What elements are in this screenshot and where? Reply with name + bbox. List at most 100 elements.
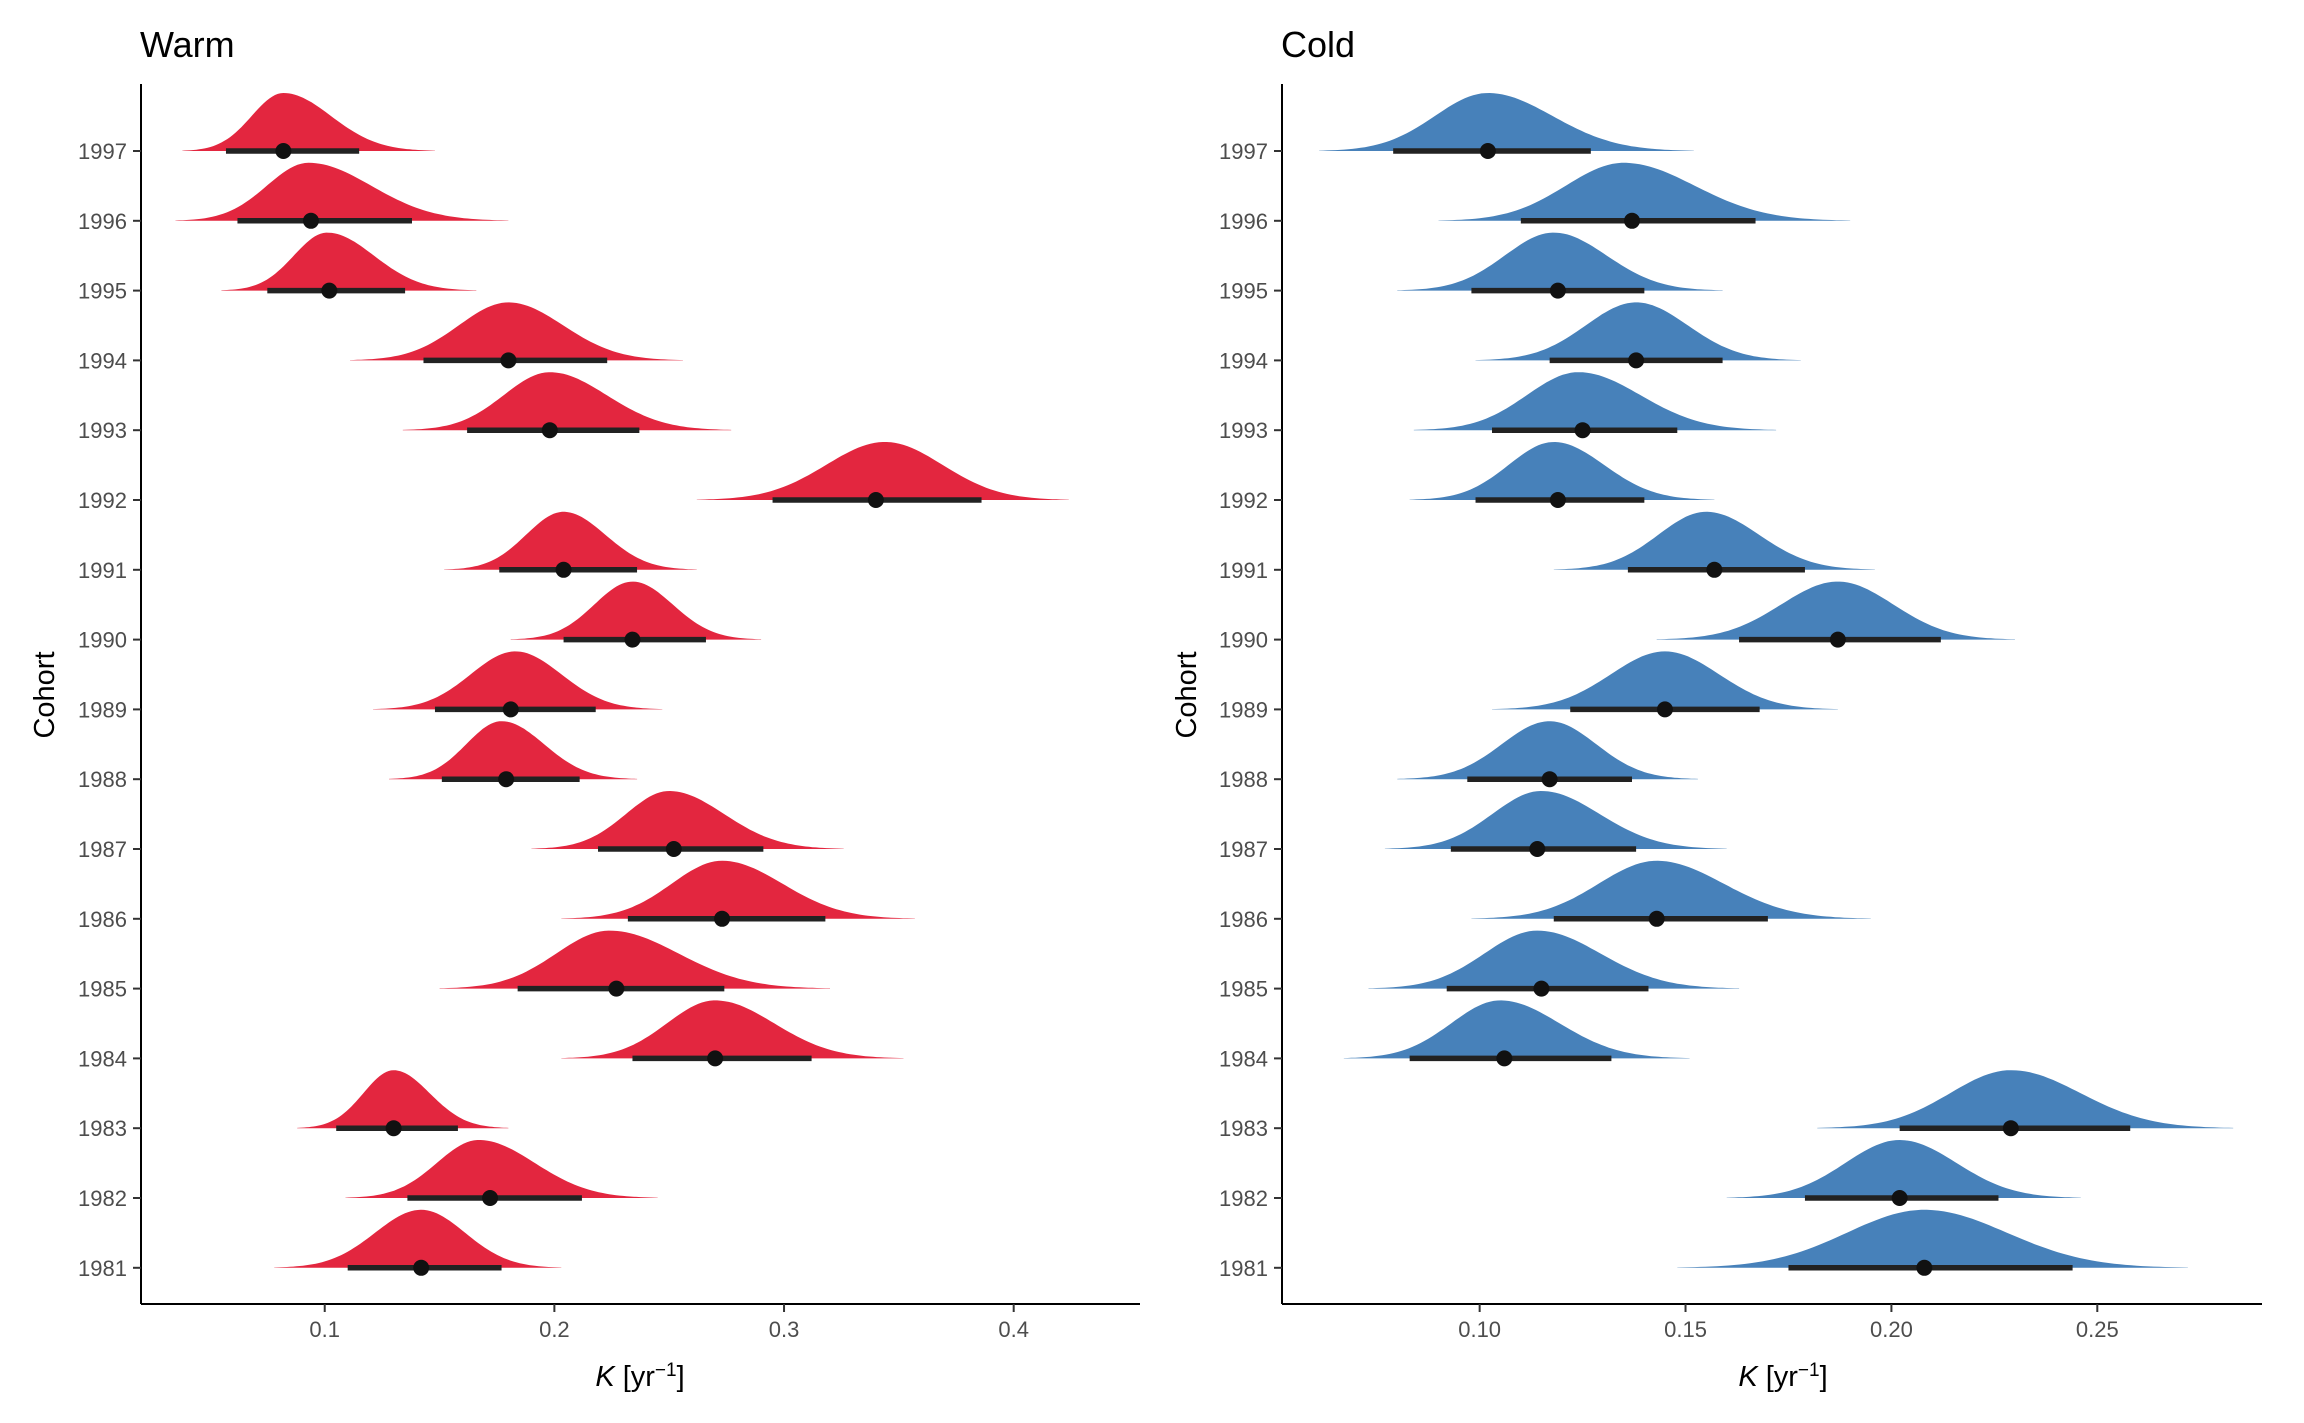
ridge-cold-1989 bbox=[1492, 651, 1838, 710]
median-point-cold-1996 bbox=[1624, 212, 1640, 229]
median-point-cold-1986 bbox=[1648, 910, 1665, 927]
warm-y-tick-label-1988: 1988 bbox=[78, 767, 127, 792]
median-point-cold-1981 bbox=[1916, 1259, 1933, 1276]
ridge-warm-1990 bbox=[510, 581, 762, 640]
median-point-warm-1991 bbox=[555, 561, 572, 578]
median-point-cold-1993 bbox=[1574, 422, 1591, 439]
ridge-warm-1996 bbox=[175, 162, 509, 221]
ridge-cold-1984 bbox=[1343, 1000, 1690, 1059]
cold-y-tick-label-1991: 1991 bbox=[1219, 558, 1268, 583]
cold-x-tick-label-0.25: 0.25 bbox=[2076, 1317, 2119, 1342]
cold-y-tick-label-1987: 1987 bbox=[1219, 837, 1268, 862]
ridge-warm-1981 bbox=[274, 1209, 562, 1268]
warm-y-tick-label-1985: 1985 bbox=[78, 977, 127, 1002]
median-point-warm-1982 bbox=[482, 1190, 499, 1206]
ridge-cold-1997 bbox=[1319, 93, 1694, 151]
median-point-warm-1997 bbox=[275, 143, 292, 159]
cold-y-tick-label-1988: 1988 bbox=[1219, 767, 1268, 792]
cold-y-tick-label-1982: 1982 bbox=[1219, 1186, 1268, 1211]
median-point-warm-1996 bbox=[302, 212, 319, 229]
cold-intervals bbox=[1393, 143, 2131, 1276]
cold-y-tick-label-1990: 1990 bbox=[1219, 628, 1268, 653]
warm-y-tick-label-1992: 1992 bbox=[78, 488, 127, 513]
warm-x-tick-label-0.4: 0.4 bbox=[998, 1317, 1029, 1342]
ridge-warm-1983 bbox=[297, 1070, 509, 1129]
warm-y-tick-label-1987: 1987 bbox=[78, 837, 127, 862]
median-point-cold-1987 bbox=[1529, 841, 1546, 857]
cold-y-axis: 1981 1982 1983 1984 1985 1986 1987 1988 1989 1990… bbox=[1219, 84, 1283, 1304]
warm-y-axis: 1981 1982 1983 1984 1985 1986 1987 1988 1989 1990… bbox=[78, 84, 142, 1304]
median-point-warm-1992 bbox=[867, 492, 884, 508]
ridge-cold-1990 bbox=[1656, 581, 2015, 640]
median-point-cold-1990 bbox=[1829, 631, 1846, 648]
ridge-warm-1993 bbox=[402, 372, 732, 431]
ridge-warm-1986 bbox=[561, 860, 915, 919]
warm-x-tick-label-0.2: 0.2 bbox=[539, 1317, 570, 1342]
warm-y-tick-label-1984: 1984 bbox=[78, 1046, 127, 1071]
median-point-warm-1990 bbox=[624, 631, 641, 648]
ridge-cold-1983 bbox=[1817, 1070, 2234, 1129]
median-point-cold-1984 bbox=[1496, 1050, 1513, 1067]
ridge-cold-1986 bbox=[1471, 860, 1871, 919]
median-point-warm-1988 bbox=[498, 771, 515, 788]
median-point-warm-1983 bbox=[385, 1120, 402, 1137]
ridge-cold-1988 bbox=[1397, 721, 1698, 780]
ridge-cold-1992 bbox=[1409, 442, 1715, 500]
cold-y-tick-label-1993: 1993 bbox=[1219, 418, 1268, 443]
warm-y-tick-label-1982: 1982 bbox=[78, 1186, 127, 1211]
cold-x-tick-label-0.20: 0.20 bbox=[1870, 1317, 1913, 1342]
warm-y-tick-label-1994: 1994 bbox=[78, 348, 127, 373]
median-point-warm-1994 bbox=[500, 352, 517, 369]
warm-y-tick-label-1990: 1990 bbox=[78, 628, 127, 653]
ridge-cold-1993 bbox=[1413, 372, 1777, 431]
warm-ridges bbox=[175, 93, 1069, 1268]
cold-y-tick-label-1989: 1989 bbox=[1219, 697, 1268, 722]
cold-y-tick-label-1984: 1984 bbox=[1219, 1046, 1268, 1071]
warm-y-tick-label-1991: 1991 bbox=[78, 558, 127, 583]
ridge-warm-1987 bbox=[531, 791, 844, 849]
median-point-warm-1981 bbox=[413, 1259, 430, 1276]
ridge-warm-1994 bbox=[350, 302, 683, 361]
warm-y-tick-label-1986: 1986 bbox=[78, 907, 127, 932]
median-point-cold-1992 bbox=[1549, 492, 1566, 508]
cold-y-tick-label-1996: 1996 bbox=[1219, 209, 1268, 234]
ridge-cold-1982 bbox=[1726, 1140, 2081, 1198]
cold-ridges bbox=[1319, 93, 2234, 1268]
cold-y-tick-label-1981: 1981 bbox=[1219, 1256, 1268, 1281]
median-point-cold-1995 bbox=[1549, 282, 1566, 299]
cold-x-axis-title: K [yr−1] bbox=[1738, 1360, 1827, 1394]
median-point-warm-1989 bbox=[502, 701, 519, 718]
median-point-cold-1982 bbox=[1891, 1190, 1908, 1206]
median-point-cold-1991 bbox=[1706, 561, 1723, 578]
warm-y-tick-label-1981: 1981 bbox=[78, 1256, 127, 1281]
cold-y-tick-label-1995: 1995 bbox=[1219, 279, 1268, 304]
cold-y-tick-label-1985: 1985 bbox=[1219, 977, 1268, 1002]
cold-x-tick-label-0.15: 0.15 bbox=[1664, 1317, 1707, 1342]
warm-x-axis: 0.1 0.2 0.3 0.4 bbox=[141, 1303, 1140, 1342]
warm-x-tick-label-0.1: 0.1 bbox=[309, 1317, 340, 1342]
ridge-warm-1992 bbox=[696, 442, 1069, 500]
median-point-cold-1989 bbox=[1656, 701, 1673, 718]
ridge-cold-1994 bbox=[1475, 302, 1801, 361]
cold-y-tick-label-1994: 1994 bbox=[1219, 348, 1268, 373]
cold-y-axis-title: Cohort bbox=[1171, 651, 1203, 738]
cold-x-axis: 0.10 0.15 0.20 0.25 bbox=[1282, 1303, 2262, 1342]
ridge-cold-1985 bbox=[1368, 930, 1740, 989]
ridge-warm-1985 bbox=[439, 930, 830, 989]
panel-cold: Cold 19811982198319841985198619871988198… bbox=[1171, 24, 2262, 1393]
cold-y-tick-label-1986: 1986 bbox=[1219, 907, 1268, 932]
ridge-warm-1991 bbox=[444, 511, 697, 570]
median-point-cold-1997 bbox=[1479, 143, 1496, 159]
ridge-warm-1995 bbox=[221, 232, 477, 291]
warm-y-tick-label-1993: 1993 bbox=[78, 418, 127, 443]
ridge-cold-1996 bbox=[1438, 162, 1851, 221]
ridge-warm-1997 bbox=[182, 93, 435, 151]
ridge-cold-1991 bbox=[1553, 511, 1875, 570]
warm-intervals bbox=[225, 143, 982, 1276]
panel-warm: Warm 19811982198319841985198619871988198… bbox=[29, 24, 1140, 1393]
median-point-warm-1993 bbox=[541, 422, 558, 439]
panel-title-warm: Warm bbox=[140, 24, 235, 65]
warm-x-tick-label-0.3: 0.3 bbox=[769, 1317, 800, 1342]
ridge-cold-1995 bbox=[1397, 232, 1723, 291]
